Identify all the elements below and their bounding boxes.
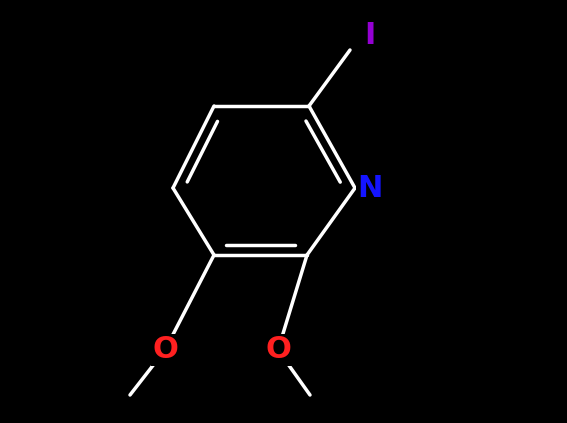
Text: I: I: [365, 20, 376, 49]
Text: O: O: [265, 335, 291, 365]
Text: O: O: [152, 335, 178, 365]
Text: N: N: [357, 173, 383, 203]
